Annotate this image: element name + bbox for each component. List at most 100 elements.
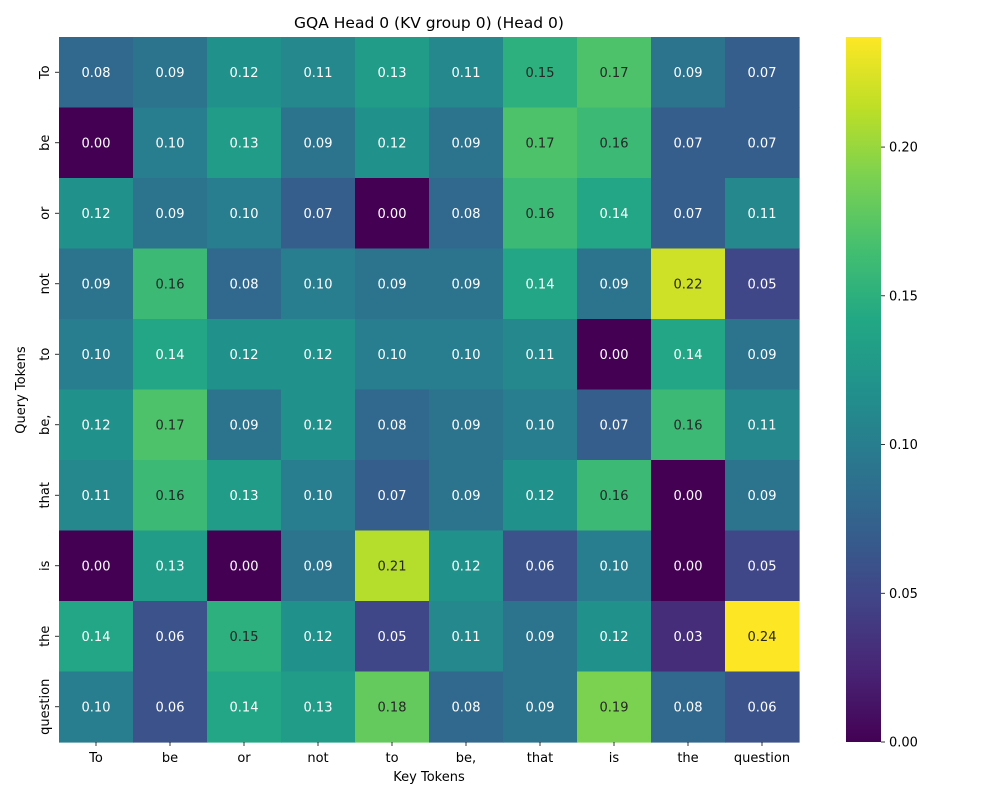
cell-value-label: 0.17 — [526, 136, 555, 151]
heatmap-cell — [355, 671, 430, 743]
heatmap-cell — [725, 107, 800, 179]
cell-value-label: 0.03 — [674, 630, 703, 645]
heatmap-cell — [355, 389, 430, 461]
colorbar: 0.00 0.05 0.10 0.15 0.20 — [846, 37, 918, 751]
cell-value-label: 0.07 — [674, 207, 703, 222]
cell-value-label: 0.11 — [748, 418, 777, 433]
cell-value-label: 0.13 — [230, 136, 259, 151]
cell-value-label: 0.09 — [452, 418, 481, 433]
cell-value-label: 0.07 — [378, 489, 407, 504]
heatmap-cell — [207, 107, 282, 179]
cell-value-label: 0.09 — [452, 277, 481, 292]
heatmap-cell — [503, 248, 578, 320]
heatmap-cell — [429, 530, 504, 602]
heatmap-cell — [429, 107, 504, 179]
heatmap-cell — [207, 671, 282, 743]
cell-value-label: 0.15 — [230, 630, 259, 645]
heatmap-cell — [577, 601, 652, 673]
cell-value-label: 0.10 — [230, 207, 259, 222]
y-tick-label: that — [38, 482, 53, 508]
colorbar-tick-label: 0.20 — [889, 141, 918, 156]
heatmap-cell — [133, 389, 208, 461]
x-tick-label: To — [88, 751, 103, 766]
heatmap-cell — [133, 319, 208, 391]
cell-value-label: 0.11 — [526, 348, 555, 363]
heatmap-cell — [503, 178, 578, 250]
cell-value-label: 0.10 — [452, 348, 481, 363]
y-axis-ticks: To be or not to be, that is the question — [38, 65, 59, 735]
heatmap-cell — [59, 37, 134, 109]
heatmap-cell — [503, 37, 578, 109]
x-tick-label: be, — [456, 751, 476, 766]
heatmap-cell — [503, 107, 578, 179]
heatmap-cell — [355, 530, 430, 602]
cell-value-label: 0.08 — [230, 277, 259, 292]
x-tick-label: question — [734, 751, 790, 766]
y-tick-label: be — [38, 135, 53, 151]
heatmap-cell — [503, 601, 578, 673]
cell-value-label: 0.00 — [378, 207, 407, 222]
cell-value-label: 0.11 — [304, 66, 333, 81]
heatmap-cell — [133, 671, 208, 743]
heatmap-cell — [577, 319, 652, 391]
cell-value-label: 0.09 — [304, 559, 333, 574]
heatmap-cell — [133, 530, 208, 602]
heatmap-cell — [651, 530, 726, 602]
heatmap-cell — [133, 601, 208, 673]
heatmap-cell — [651, 37, 726, 109]
cell-value-label: 0.13 — [230, 489, 259, 504]
cell-value-label: 0.10 — [304, 489, 333, 504]
cell-value-label: 0.05 — [378, 630, 407, 645]
heatmap-cell — [429, 178, 504, 250]
x-tick-label: to — [385, 751, 398, 766]
heatmap-cell — [725, 530, 800, 602]
heatmap-cell — [651, 248, 726, 320]
heatmap-cell — [207, 178, 282, 250]
y-axis-title: Query Tokens — [14, 346, 29, 434]
cell-value-label: 0.09 — [748, 348, 777, 363]
cell-value-label: 0.12 — [378, 136, 407, 151]
cell-value-label: 0.06 — [748, 700, 777, 715]
heatmap-cell — [651, 671, 726, 743]
heatmap-cell — [133, 107, 208, 179]
heatmap-cell — [355, 37, 430, 109]
heatmap-cell — [725, 460, 800, 532]
cell-value-label: 0.05 — [748, 559, 777, 574]
heatmap-cell — [503, 460, 578, 532]
heatmap-cell — [725, 389, 800, 461]
heatmap-cell — [355, 248, 430, 320]
heatmap-cells: 0.08 0.09 0.12 0.11 0.13 0.11 0.15 0.17 0.09 0.07… — [59, 37, 800, 743]
heatmap-cell — [429, 460, 504, 532]
cell-value-label: 0.00 — [600, 348, 629, 363]
cell-value-label: 0.09 — [156, 207, 185, 222]
heatmap-cell — [429, 601, 504, 673]
heatmap-cell — [355, 107, 430, 179]
heatmap-cell — [59, 319, 134, 391]
cell-value-label: 0.10 — [378, 348, 407, 363]
heatmap-cell — [281, 178, 356, 250]
cell-value-label: 0.10 — [304, 277, 333, 292]
cell-value-label: 0.09 — [748, 489, 777, 504]
heatmap-cell — [651, 107, 726, 179]
heatmap-cell — [281, 389, 356, 461]
cell-value-label: 0.09 — [304, 136, 333, 151]
cell-value-label: 0.09 — [452, 489, 481, 504]
cell-value-label: 0.16 — [600, 136, 629, 151]
cell-value-label: 0.09 — [156, 66, 185, 81]
cell-value-label: 0.13 — [156, 559, 185, 574]
cell-value-label: 0.09 — [600, 277, 629, 292]
x-tick-label: the — [677, 751, 698, 766]
heatmap-cell — [577, 389, 652, 461]
cell-value-label: 0.09 — [526, 700, 555, 715]
heatmap-cell — [429, 319, 504, 391]
cell-value-label: 0.12 — [304, 630, 333, 645]
heatmap-cell — [503, 530, 578, 602]
cell-value-label: 0.06 — [156, 700, 185, 715]
colorbar-tick-label: 0.15 — [889, 289, 918, 304]
cell-value-label: 0.09 — [452, 136, 481, 151]
y-tick-label: the — [38, 626, 53, 647]
x-axis-title: Key Tokens — [393, 770, 465, 785]
cell-value-label: 0.16 — [526, 207, 555, 222]
heatmap-cell — [355, 460, 430, 532]
